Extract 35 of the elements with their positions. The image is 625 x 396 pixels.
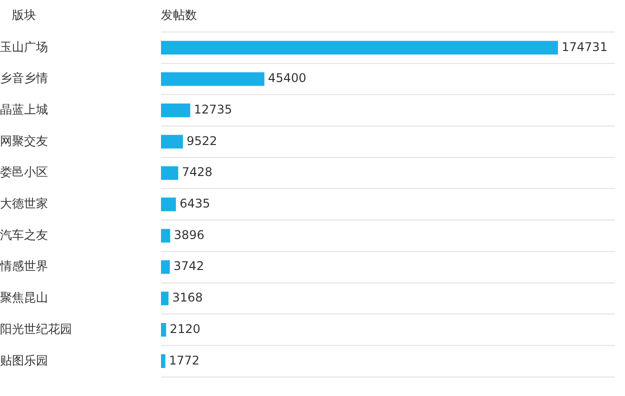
bar [161,260,170,274]
data-label: 12735 [194,102,232,116]
data-label: 6435 [180,196,210,211]
bar [161,198,176,212]
data-label: 2120 [170,322,200,336]
bar [161,134,183,149]
y-tick-label: 晶蓝上城 [0,102,48,116]
y-tick-label: 阳光世纪花园 [0,322,72,336]
bar [161,72,264,86]
x-axis-title: 发帖数 [161,8,197,22]
data-label: 174731 [562,40,608,54]
data-label: 7428 [182,165,212,180]
bar [161,228,170,243]
data-label: 1772 [169,353,200,368]
bar [161,166,178,180]
y-tick-label: 乡音乡情 [0,71,48,86]
y-tick-label: 聚焦昆山 [0,290,48,305]
y-tick-label: 贴图乐园 [0,353,48,368]
data-label: 45400 [268,71,306,86]
data-label: 3896 [174,228,204,242]
bar [161,322,166,337]
y-tick-label: 娄邑小区 [0,165,48,180]
y-tick-label: 玉山广场 [0,40,48,54]
bar [161,104,190,118]
bar [161,40,558,55]
y-tick-label: 网聚交友 [0,134,48,148]
data-label: 9522 [186,134,218,148]
bar [161,354,166,368]
y-tick-label: 大德世家 [0,196,48,211]
data-label: 3742 [173,259,204,274]
y-tick-label: 情感世界 [0,259,48,274]
y-axis-title: 版块 [12,8,36,22]
bar [161,292,169,306]
data-label: 3168 [172,290,203,305]
y-tick-label: 汽车之友 [0,228,48,242]
